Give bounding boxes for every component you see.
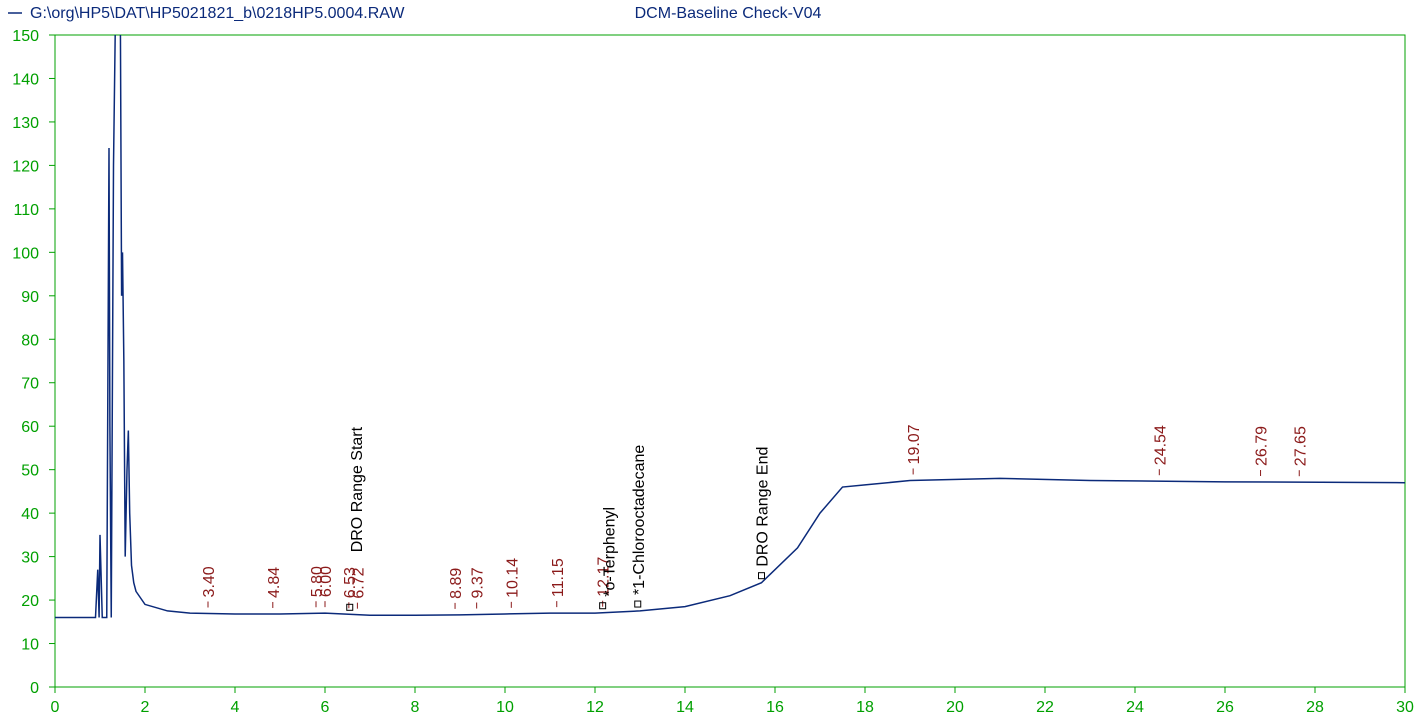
x-tick-label: 2 [141,699,150,716]
y-tick-label: 70 [21,376,39,393]
x-tick-label: 0 [51,699,60,716]
peak-label: 6.72 [350,567,367,598]
y-tick-label: 10 [21,637,39,654]
y-tick-label: 90 [21,289,39,306]
trace-line [55,35,1405,619]
annotation-marker [758,572,765,580]
peak-label: 4.84 [266,567,283,598]
peak-label: 6.53 [342,567,359,598]
y-tick-label: 80 [21,332,39,349]
y-tick-label: 100 [12,245,39,262]
annotation-label: *o-Terphenyl [602,507,619,597]
peak-label: 11.15 [550,558,567,597]
annotation-marker [599,602,607,610]
annotation-label: *1-Chlorooctadecane [631,445,648,595]
x-tick-label: 22 [1036,699,1054,716]
peak-label: 3.40 [201,566,218,597]
y-tick-label: 20 [21,593,39,610]
x-tick-label: 26 [1216,699,1234,716]
x-tick-label: 14 [676,699,694,716]
y-tick-label: 110 [13,202,39,219]
x-tick-label: 18 [856,699,874,716]
x-tick-label: 16 [766,699,784,716]
annotation-marker [634,600,642,608]
x-tick-label: 6 [321,699,330,716]
annotation-label: DRO Range End [755,447,772,567]
y-tick-label: 150 [12,28,39,45]
peak-label: 9.37 [470,567,487,598]
y-tick-label: 50 [21,463,39,480]
peak-label: 12.17 [596,557,613,597]
x-tick-label: 8 [411,699,420,716]
peak-label: 27.65 [1292,426,1309,466]
y-tick-label: 130 [12,115,39,132]
x-tick-label: 20 [946,699,964,716]
x-tick-label: 4 [231,699,240,716]
x-tick-label: 24 [1126,699,1144,716]
y-tick-label: 40 [21,506,39,523]
x-tick-label: 12 [586,699,604,716]
peak-label: 8.89 [448,568,465,599]
annotation-marker [346,603,354,611]
x-tick-label: 28 [1306,699,1324,716]
chart-title: DCM-Baseline Check-V04 [635,5,822,22]
y-tick-label: 60 [21,419,39,436]
peak-label: 5.80 [309,566,326,597]
legend-label: G:\org\HP5\DAT\HP5021821_b\0218HP5.0004.… [30,5,405,22]
plot-area [55,35,1405,619]
peak-label: 19.07 [906,424,923,464]
x-tick-label: 30 [1396,699,1414,716]
x-tick-label: 10 [496,699,514,716]
y-tick-label: 30 [21,550,39,567]
peak-label: 10.14 [504,558,521,598]
y-tick-label: 140 [12,71,39,88]
plot-frame [54,34,1406,688]
y-tick-label: 120 [12,158,39,175]
peak-label: 6.00 [318,566,335,597]
peak-label: 26.79 [1254,426,1271,466]
y-tick-label: 0 [30,680,39,697]
annotation-label: DRO Range Start [349,426,366,552]
peak-label: 24.54 [1152,425,1169,465]
